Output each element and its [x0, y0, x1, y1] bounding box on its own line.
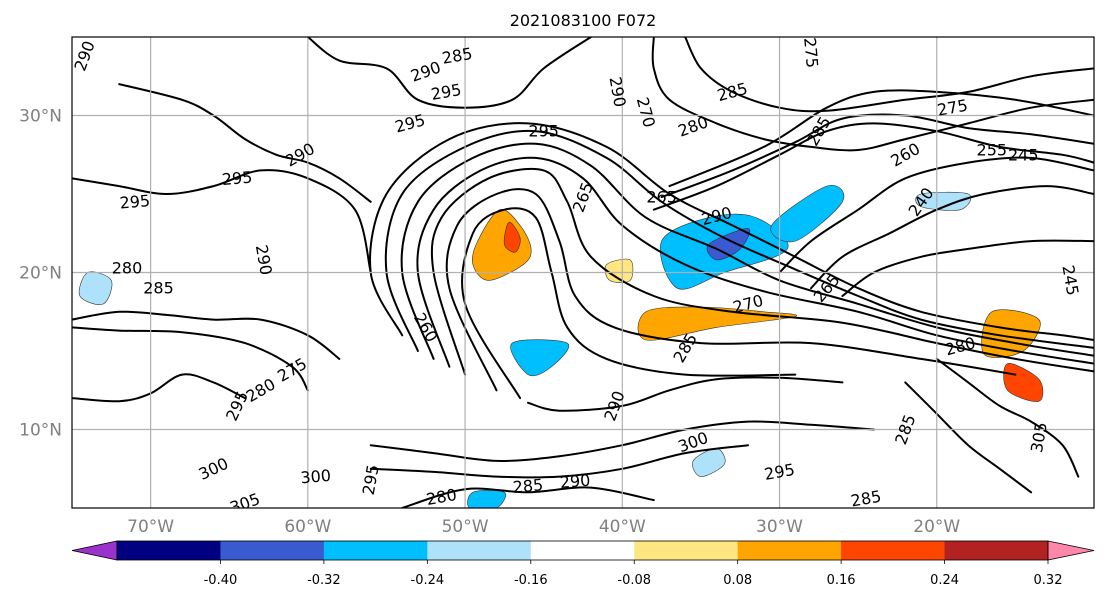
contour-label: 275: [800, 37, 822, 69]
contour-line: [461, 207, 797, 400]
contour-line: [778, 156, 1094, 274]
lon-tick-label: 70°W: [127, 517, 174, 537]
colorbar-swatch: [530, 541, 635, 560]
shaded-field-layer: [78, 184, 1044, 508]
lon-tick-label: 40°W: [599, 517, 646, 537]
lon-tick-label: 20°W: [913, 517, 960, 537]
contour-line: [668, 89, 1094, 188]
colorbar-tick-label: 0.16: [827, 573, 856, 588]
contour-label: 300: [300, 466, 332, 488]
lat-tick-label: 20°N: [19, 264, 62, 284]
contour-line: [401, 486, 655, 508]
colorbar-swatch: [634, 541, 739, 560]
contour-line: [72, 169, 372, 274]
contour-line: [445, 188, 1017, 392]
shaded-region: [604, 258, 634, 283]
shaded-region: [1003, 363, 1044, 402]
contour-label: 285: [143, 279, 174, 298]
contour-line: [652, 122, 1094, 211]
contour-line: [684, 37, 1094, 113]
colorbar-swatch: [323, 541, 428, 560]
contour-label: 290: [559, 471, 591, 493]
contour-label: 285: [512, 475, 544, 497]
contour-line: [72, 326, 309, 392]
contour-label: 255: [977, 141, 1008, 160]
colorbar-tick-label: 0.08: [723, 573, 752, 588]
colorbar-swatch: [427, 541, 532, 560]
contour-label: 295: [221, 168, 253, 190]
contour-line: [306, 37, 592, 109]
colorbar-tick-label: 0.24: [930, 573, 959, 588]
shaded-region: [510, 339, 570, 377]
lat-tick-label: 10°N: [19, 421, 62, 441]
axis-labels: 70°W 60°W 50°W 40°W 30°W 20°W 30°N 20°N 10°N: [19, 107, 960, 538]
colorbar-tick-label: -0.24: [411, 573, 445, 588]
contour-line: [369, 444, 750, 479]
colorbar-swatch: [737, 541, 842, 560]
colorbar-tick-label: -0.16: [514, 573, 548, 588]
contour-label: 280: [112, 258, 143, 277]
map-title: 2021083100 F072: [510, 11, 657, 30]
shaded-region: [78, 271, 113, 305]
lon-tick-label: 30°W: [756, 517, 803, 537]
contour-label: 280: [425, 485, 458, 509]
lon-tick-label: 60°W: [284, 517, 331, 537]
colorbar-tick-label: -0.40: [204, 573, 238, 588]
colorbar-tick-label: -0.08: [617, 573, 651, 588]
colorbar-swatch: [944, 541, 1049, 560]
lat-tick-label: 30°N: [19, 107, 62, 127]
contour-line: [651, 37, 1094, 152]
contour-label: 265: [646, 188, 677, 207]
lon-tick-label: 50°W: [442, 517, 489, 537]
colorbar-tick-label: 0.32: [1034, 573, 1063, 588]
shaded-region: [503, 221, 521, 253]
shaded-region: [770, 184, 845, 243]
contour-line: [841, 239, 1094, 297]
contour-label: 245: [1008, 145, 1039, 164]
shaded-region: [706, 228, 751, 261]
contour-line: [384, 129, 1094, 352]
colorbar-swatch: [220, 541, 325, 560]
colorbar: -0.40 -0.32 -0.24 -0.16 -0.08 0.08 0.16 0.24 0.3…: [71, 540, 1095, 588]
graticule: [72, 37, 1094, 508]
contour-label: 295: [528, 122, 559, 141]
plot-frame: [71, 36, 1095, 509]
colorbar-frame: [116, 540, 1049, 561]
shaded-region: [915, 191, 972, 211]
shaded-region: [471, 209, 532, 281]
contour-line: [72, 373, 246, 403]
contour-label: 295: [119, 191, 151, 213]
contour-line: [935, 357, 1080, 478]
colorbar-extend-low: [71, 540, 118, 561]
contour-label: 285: [849, 487, 882, 511]
colorbar-swatch: [117, 541, 221, 560]
colorbar-extend-high: [1047, 540, 1095, 561]
colorbar-swatch: [841, 541, 946, 560]
contour-line: [118, 83, 372, 203]
contour-line: [904, 381, 1033, 494]
colorbar-tick-label: -0.32: [307, 573, 341, 588]
